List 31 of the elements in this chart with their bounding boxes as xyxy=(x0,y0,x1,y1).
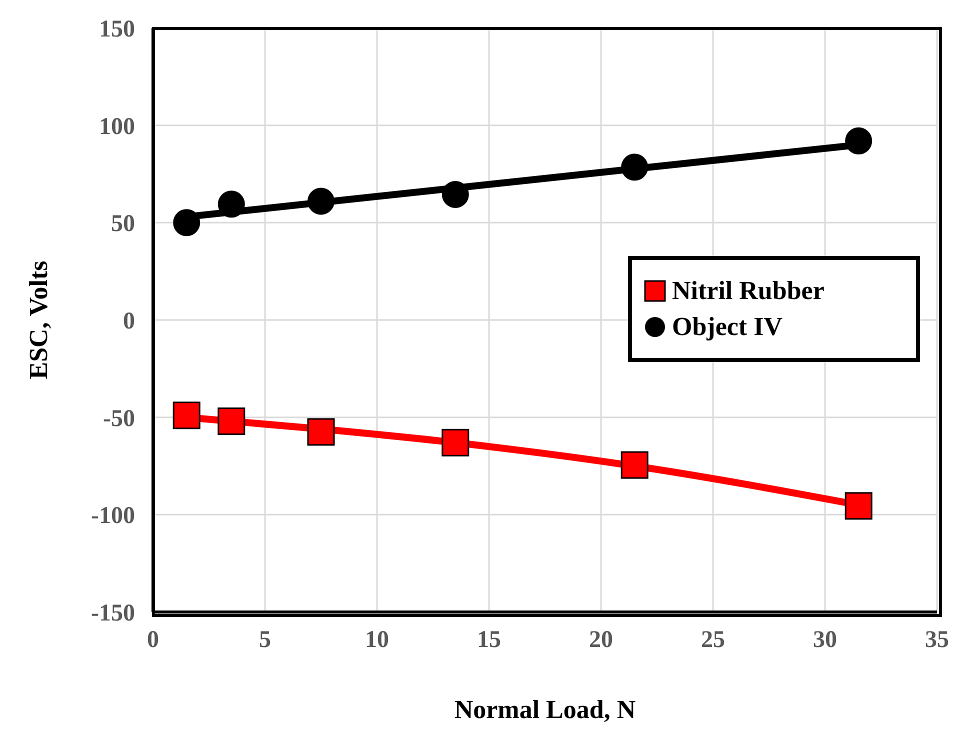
point xyxy=(218,190,245,218)
x-tick-label: 0 xyxy=(147,627,159,654)
point xyxy=(844,492,872,520)
x-tick-label: 25 xyxy=(701,627,725,654)
point xyxy=(442,180,469,208)
point xyxy=(308,188,334,215)
y-tick-label: -50 xyxy=(103,406,135,432)
point xyxy=(307,418,335,446)
y-tick-label: 150 xyxy=(99,16,135,43)
legend-label: Object IV xyxy=(672,312,782,342)
x-tick-label: 15 xyxy=(477,627,501,654)
x-tick-label: 20 xyxy=(589,627,613,654)
x-tick-label: 30 xyxy=(813,627,837,654)
point xyxy=(620,451,648,479)
y-tick-label: 0 xyxy=(123,308,135,335)
y-axis-title: ESC, Volts xyxy=(24,260,54,380)
x-tick-label: 10 xyxy=(365,627,389,654)
y-tick-label: 50 xyxy=(111,211,135,238)
x-axis-title: Normal Load, N xyxy=(454,695,636,724)
legend-label: Nitril Rubber xyxy=(672,276,824,306)
point xyxy=(172,402,200,430)
x-tick-label: 35 xyxy=(925,627,949,654)
x-tick-label: 5 xyxy=(259,627,271,654)
y-tick-label: 100 xyxy=(99,114,135,140)
point xyxy=(218,407,246,435)
point xyxy=(621,154,648,181)
point xyxy=(173,209,200,236)
point xyxy=(442,428,470,456)
point xyxy=(845,127,872,154)
y-tick-label: -150 xyxy=(91,600,135,627)
y-tick-label: -100 xyxy=(91,503,135,530)
